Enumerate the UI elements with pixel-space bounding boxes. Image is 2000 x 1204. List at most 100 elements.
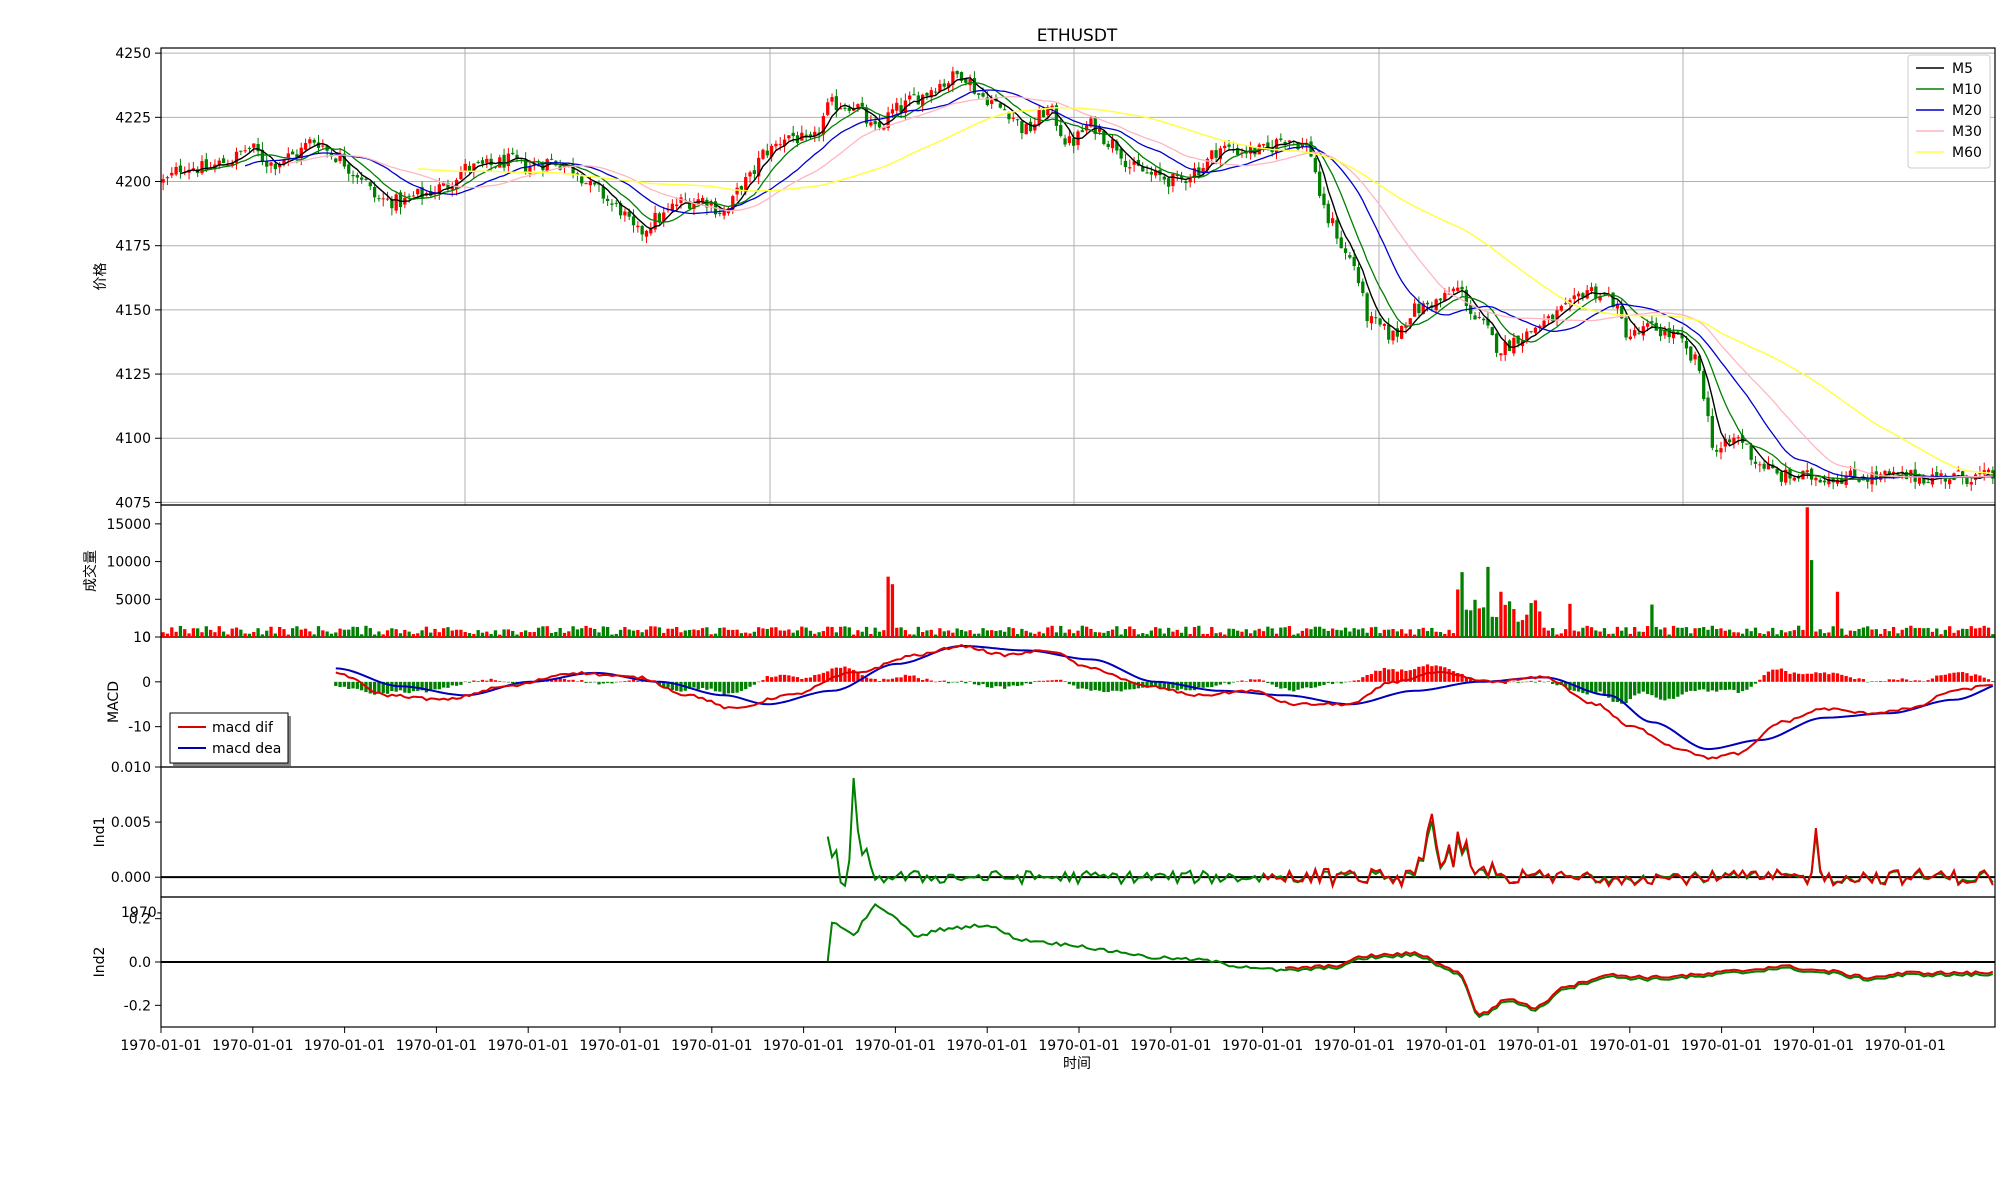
macd-hist-bar [489, 678, 493, 682]
volume-bar [1119, 634, 1123, 637]
ind1-ylabel: Ind1 [92, 817, 108, 848]
macd-hist-bar [938, 680, 942, 682]
volume-bar [1175, 629, 1179, 637]
volume-bar [938, 628, 942, 637]
volume-bar [1223, 634, 1227, 637]
candle-body [1589, 287, 1594, 292]
macd-hist-bar [1516, 681, 1520, 683]
legend-label-m5: M5 [1952, 61, 1973, 77]
macd-hist-bar [498, 681, 502, 682]
volume-bar [903, 630, 908, 637]
candle-body [895, 102, 899, 111]
volume-bar [1870, 629, 1874, 637]
macd-hist-bar [1762, 675, 1766, 682]
macd-hist-bar [886, 679, 890, 682]
macd-hist-bar [554, 678, 558, 682]
candle-body [1529, 331, 1533, 333]
volume-bar [1546, 630, 1551, 637]
candle-body [360, 177, 364, 180]
candle-body [1037, 109, 1041, 125]
x-tick-label: 1970-01-01 [120, 1038, 201, 1054]
candle-body [657, 213, 662, 222]
volume-ylabel: 成交量 [82, 550, 99, 592]
volume-bar [1986, 627, 1991, 637]
volume-bar [1581, 627, 1585, 637]
candle-body [200, 161, 204, 174]
volume-bar [1395, 631, 1399, 637]
volume-bar [571, 626, 575, 637]
macd-hist-bar [355, 681, 359, 689]
macd-hist-bar [769, 677, 774, 682]
macd-hist-bar [817, 674, 821, 682]
macd-hist-bar [338, 681, 342, 688]
macd-hist-bar [1991, 681, 1995, 682]
volume-bar [243, 633, 247, 637]
volume-bar [1684, 627, 1689, 637]
candle-body [1494, 333, 1499, 353]
volume-bar [191, 628, 196, 637]
macd-hist-bar [1943, 674, 1948, 682]
macd-hist-bar [1689, 681, 1693, 691]
volume-bar [631, 630, 636, 637]
candle-body [1335, 220, 1339, 239]
macd-hist-bar [1348, 681, 1352, 683]
candle-body [990, 100, 994, 104]
macd-hist-bar [360, 681, 364, 691]
candle-body [1313, 158, 1317, 173]
macd-hist-bar [765, 676, 769, 682]
volume-bar [817, 632, 821, 637]
candle-body [1003, 109, 1007, 111]
macd-hist-bar [1438, 666, 1443, 682]
volume-bar [1197, 625, 1201, 637]
volume-bar [1443, 633, 1447, 637]
volume-bar [541, 626, 545, 637]
macd-hist-bar [1792, 672, 1796, 682]
macd-legend-label: macd dif [212, 720, 274, 736]
macd-hist-bar [1171, 681, 1175, 688]
volume-bar [1935, 628, 1939, 637]
volume-bar [286, 634, 290, 637]
volume-bar [524, 630, 528, 637]
candle-body [700, 197, 705, 202]
macd-hist-bar [1585, 681, 1589, 695]
volume-bar [1059, 625, 1063, 637]
macd-hist-bar [1546, 681, 1551, 682]
candle-body [446, 183, 450, 189]
macd-hist-bar [1542, 681, 1546, 683]
x-tick-label: 1970-01-01 [1222, 1038, 1303, 1054]
candle-body [1753, 461, 1758, 464]
macd-hist-bar [1883, 681, 1887, 682]
legend-label-m10: M10 [1952, 82, 1982, 98]
volume-bar [1348, 631, 1352, 637]
volume-bar [1227, 628, 1231, 637]
macd-hist-bar [1676, 681, 1680, 697]
macd-hist-bar [1460, 673, 1464, 682]
macd-hist-bar [813, 675, 817, 682]
macd-hist-bar [385, 681, 390, 694]
volume-bar [1274, 633, 1279, 637]
macd-hist-bar [1805, 673, 1809, 682]
ind2-ytick-label: 0.2 [129, 912, 151, 928]
volume-bar [1900, 629, 1904, 637]
macd-hist-bar [1391, 669, 1395, 682]
volume-bar [303, 628, 308, 637]
macd-hist-bar [951, 681, 955, 683]
candle-body [1421, 303, 1425, 315]
macd-hist-bar [1650, 681, 1654, 696]
volume-bar [502, 629, 506, 637]
macd-legend-label: macd dea [212, 741, 281, 757]
candle-body [1460, 286, 1464, 290]
volume-bar [1244, 629, 1248, 637]
volume-bar [403, 629, 407, 637]
candle-body [886, 112, 890, 129]
candle-body [580, 176, 584, 184]
macd-hist-bar [1736, 681, 1740, 693]
candle-body [1244, 152, 1248, 154]
macd-hist-bar [830, 668, 834, 682]
macd-dea-line [335, 645, 1994, 751]
volume-bar [230, 628, 234, 637]
legend-label-m60: M60 [1952, 145, 1982, 161]
candle-body [273, 163, 277, 170]
candle-body [338, 153, 342, 161]
candle-body [1633, 330, 1637, 336]
